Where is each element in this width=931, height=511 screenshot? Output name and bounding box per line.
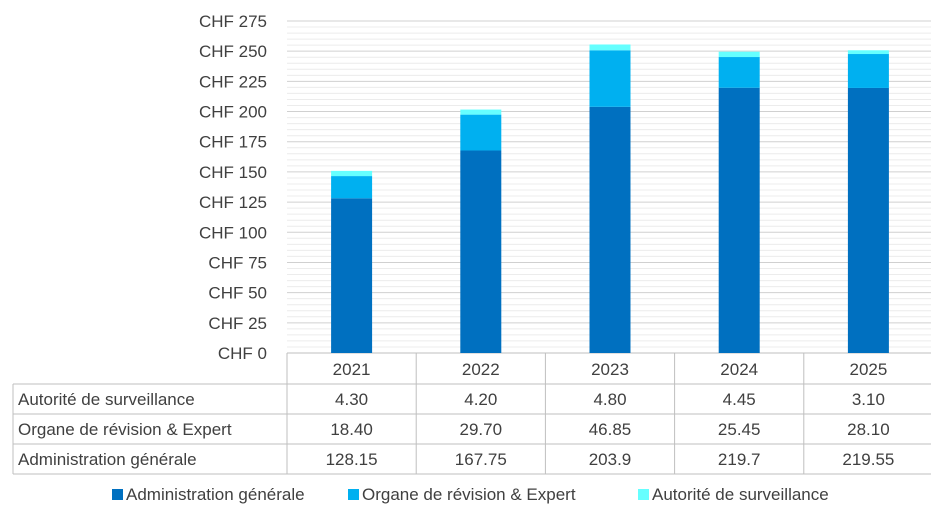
legend-label: Autorité de surveillance bbox=[652, 485, 829, 504]
table-cell: 128.15 bbox=[326, 450, 378, 469]
table-cell: 25.45 bbox=[718, 420, 761, 439]
y-tick-label: CHF 175 bbox=[199, 133, 267, 152]
bars bbox=[331, 44, 889, 354]
y-tick-label: CHF 50 bbox=[208, 284, 267, 303]
y-tick-label: CHF 250 bbox=[199, 42, 267, 61]
table-cell: 28.10 bbox=[847, 420, 890, 439]
x-category-label: 2025 bbox=[849, 360, 887, 379]
y-tick-label: CHF 0 bbox=[218, 344, 267, 363]
data-table: 2021 2022 2023 2024 2025 Autorité de surveill… bbox=[12, 353, 931, 475]
table-cell: 18.40 bbox=[330, 420, 373, 439]
table-cell: 219.55 bbox=[842, 450, 894, 469]
table-row-label: Organe de révision & Expert bbox=[18, 420, 232, 439]
table-cell: 167.75 bbox=[455, 450, 507, 469]
bar-segment bbox=[460, 109, 502, 115]
bar-segment bbox=[847, 87, 889, 354]
table-cell: 219.7 bbox=[718, 450, 761, 469]
x-category-label: 2021 bbox=[333, 360, 371, 379]
table-row-label: Autorité de surveillance bbox=[18, 390, 195, 409]
bar-segment bbox=[847, 54, 889, 88]
legend-swatch bbox=[112, 489, 123, 500]
bar-segment bbox=[589, 106, 631, 353]
bar-segment bbox=[331, 198, 373, 353]
table-cell: 3.10 bbox=[852, 390, 885, 409]
x-category-label: 2023 bbox=[591, 360, 629, 379]
table-cell: 4.80 bbox=[593, 390, 626, 409]
legend-label: Organe de révision & Expert bbox=[362, 485, 576, 504]
table-cell: 4.30 bbox=[335, 390, 368, 409]
y-tick-label: CHF 225 bbox=[199, 72, 267, 91]
x-category-label: 2024 bbox=[720, 360, 758, 379]
table-row-label: Administration générale bbox=[18, 450, 197, 469]
bar-segment bbox=[718, 87, 760, 354]
table-cell: 4.45 bbox=[723, 390, 756, 409]
bar-segment bbox=[460, 114, 502, 151]
legend-swatch bbox=[638, 489, 649, 500]
bar-segment bbox=[331, 176, 373, 199]
y-tick-label: CHF 100 bbox=[199, 223, 267, 242]
table-cell: 46.85 bbox=[589, 420, 632, 439]
legend-swatch bbox=[348, 489, 359, 500]
bar-segment bbox=[331, 170, 373, 177]
bar-segment bbox=[847, 50, 889, 55]
x-category-label: 2022 bbox=[462, 360, 500, 379]
table-cell: 4.20 bbox=[464, 390, 497, 409]
bar-segment bbox=[589, 44, 631, 51]
y-axis: CHF 0 CHF 25 CHF 50 CHF 75 CHF 100 CHF 125 CHF… bbox=[199, 12, 267, 363]
bar-segment bbox=[589, 50, 631, 107]
y-tick-label: CHF 125 bbox=[199, 193, 267, 212]
y-tick-label: CHF 275 bbox=[199, 12, 267, 31]
y-tick-label: CHF 150 bbox=[199, 163, 267, 182]
y-tick-label: CHF 75 bbox=[208, 253, 267, 272]
table-cell: 203.9 bbox=[589, 450, 632, 469]
table-cell: 29.70 bbox=[460, 420, 503, 439]
y-tick-label: CHF 25 bbox=[208, 314, 267, 333]
bar-segment bbox=[718, 51, 760, 58]
y-tick-label: CHF 200 bbox=[199, 103, 267, 122]
bar-segment bbox=[718, 57, 760, 88]
legend: Administration générale Organe de révisio… bbox=[112, 485, 829, 504]
bar-segment bbox=[460, 150, 502, 353]
legend-label: Administration générale bbox=[126, 485, 305, 504]
